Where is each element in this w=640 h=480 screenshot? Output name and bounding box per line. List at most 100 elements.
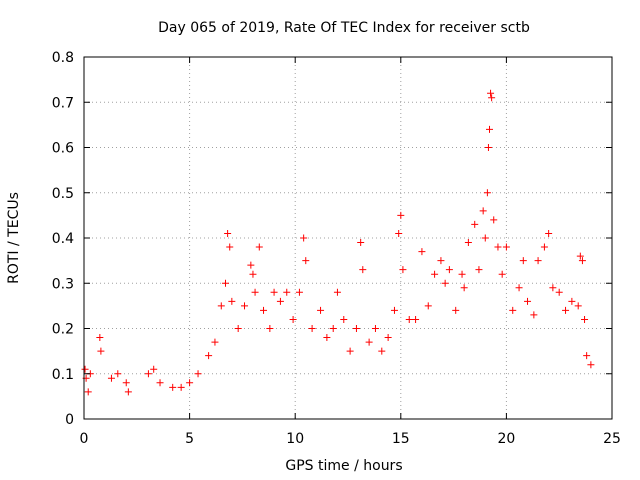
- data-point: [241, 302, 249, 310]
- data-point: [509, 306, 517, 314]
- data-point: [308, 325, 316, 332]
- data-point: [549, 284, 557, 292]
- data-point: [169, 383, 177, 391]
- data-point: [333, 288, 341, 296]
- data-point: [578, 257, 586, 265]
- data-point: [587, 361, 595, 369]
- data-point: [234, 325, 242, 332]
- data-point: [395, 229, 403, 237]
- data-point: [574, 302, 582, 310]
- data-point: [524, 297, 532, 305]
- data-point: [515, 284, 523, 292]
- data-point: [475, 266, 483, 274]
- x-tick-label: 5: [185, 431, 194, 447]
- data-point: [295, 288, 303, 296]
- data-point: [464, 239, 472, 247]
- data-point: [534, 257, 542, 265]
- data-point: [486, 125, 494, 133]
- data-point: [488, 94, 496, 102]
- data-point: [323, 334, 331, 342]
- data-point: [156, 379, 164, 387]
- data-point: [283, 288, 291, 296]
- data-point: [289, 315, 297, 323]
- data-point: [412, 315, 420, 323]
- data-point: [300, 234, 308, 242]
- data-point: [226, 243, 234, 251]
- data-point: [555, 288, 563, 296]
- data-point: [251, 288, 259, 296]
- data-point: [122, 379, 130, 387]
- data-point: [217, 302, 225, 310]
- data-point: [177, 383, 185, 391]
- data-point: [562, 306, 570, 314]
- data-point: [502, 243, 510, 251]
- data-point: [317, 306, 325, 314]
- data-point: [359, 266, 367, 274]
- data-point: [399, 266, 407, 274]
- data-point: [150, 365, 158, 373]
- data-point: [205, 352, 213, 360]
- data-point: [471, 220, 479, 228]
- data-point: [228, 297, 236, 305]
- data-point: [255, 243, 263, 251]
- data-point: [144, 370, 152, 378]
- y-tick-label: 0.6: [52, 141, 74, 157]
- data-point: [266, 325, 274, 332]
- data-point: [424, 302, 432, 310]
- data-point: [437, 257, 445, 265]
- data-point: [97, 347, 105, 355]
- data-point: [498, 270, 506, 278]
- data-point: [479, 207, 487, 215]
- data-point: [397, 211, 405, 219]
- data-point: [568, 297, 576, 305]
- data-point: [441, 279, 449, 287]
- data-point: [545, 229, 553, 237]
- data-point: [222, 279, 230, 287]
- data-point: [519, 257, 527, 265]
- data-point: [445, 266, 453, 274]
- data-point: [249, 270, 257, 278]
- data-point: [494, 243, 502, 251]
- data-point: [583, 352, 591, 360]
- data-point: [460, 284, 468, 292]
- data-point: [276, 297, 284, 305]
- data-series-roti: [81, 89, 595, 396]
- x-tick-label: 25: [603, 431, 621, 447]
- data-point: [81, 365, 89, 373]
- x-tick-label: 0: [80, 431, 89, 447]
- data-point: [390, 306, 398, 314]
- x-tick-label: 15: [392, 431, 410, 447]
- data-point: [247, 261, 255, 269]
- y-tick-label: 0.2: [52, 322, 74, 338]
- data-point: [224, 229, 232, 237]
- data-point: [371, 325, 379, 332]
- data-point: [270, 288, 278, 296]
- data-point: [365, 338, 373, 346]
- x-tick-label: 10: [286, 431, 304, 447]
- data-point: [352, 325, 360, 332]
- data-point: [581, 315, 589, 323]
- data-point: [530, 311, 538, 319]
- data-point: [346, 347, 354, 355]
- data-point: [418, 248, 426, 256]
- data-point: [340, 315, 348, 323]
- data-point: [452, 306, 460, 314]
- x-axis-label: GPS time / hours: [285, 458, 402, 474]
- y-tick-label: 0.4: [52, 231, 74, 247]
- data-point: [378, 347, 386, 355]
- data-point: [329, 325, 337, 332]
- x-tick-label: 20: [497, 431, 515, 447]
- data-point: [576, 252, 584, 260]
- data-point: [107, 374, 115, 382]
- data-point: [384, 334, 392, 342]
- data-point: [405, 315, 413, 323]
- y-tick-label: 0: [65, 412, 74, 428]
- data-point: [124, 388, 132, 396]
- data-point: [194, 370, 202, 378]
- axis-ticks: 0 5 10 15 20 25 0 0.1 0.2 0.3 0.4 0.5 0.6 0.7 0.8: [52, 50, 621, 447]
- data-point: [302, 257, 310, 265]
- data-point: [186, 379, 194, 387]
- data-point: [540, 243, 548, 251]
- data-point: [431, 270, 439, 278]
